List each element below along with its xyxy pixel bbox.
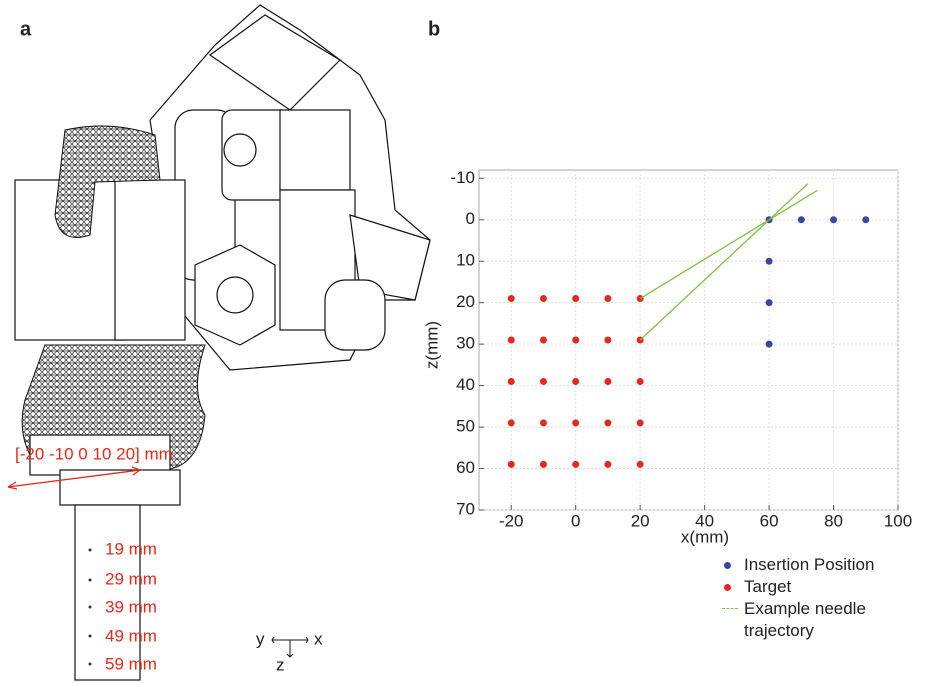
axis-z-label: z: [276, 655, 285, 674]
data-point: [862, 216, 870, 224]
legend-swatch: [724, 562, 731, 569]
data-point: [539, 295, 547, 303]
data-point: [539, 419, 547, 427]
x-tick-label: -20: [499, 511, 524, 530]
legend-swatch: [722, 608, 738, 609]
data-point: [604, 336, 612, 344]
legend: Insertion Position Target Example needle t…: [722, 554, 922, 642]
trajectory-line: [639, 183, 818, 341]
y-tick-label: 50: [456, 417, 475, 436]
data-point: [604, 377, 612, 385]
offset-label: [-20 -10 0 10 20] mm: [15, 444, 173, 463]
axis-y-label: y: [256, 629, 265, 648]
data-point: [572, 460, 580, 468]
data-point: [636, 419, 644, 427]
panel-label: b: [428, 18, 440, 40]
data-point: [636, 460, 644, 468]
data-point: [572, 377, 580, 385]
data-point: [797, 216, 805, 224]
y-tick-label: 40: [456, 375, 475, 394]
legend-item: Example needle trajectory: [722, 598, 914, 642]
y-tick-label: 0: [466, 209, 475, 228]
y-axis-title: z(mm): [422, 321, 441, 369]
legend-item: Target: [722, 576, 914, 598]
data-point: [572, 419, 580, 427]
x-tick-label: 20: [631, 511, 650, 530]
legend-swatch: [724, 584, 731, 591]
y-tick-label: -10: [450, 168, 475, 187]
depth-label: 59 mm: [105, 654, 157, 673]
x-tick-label: 100: [884, 511, 912, 530]
y-tick-label: 20: [456, 292, 475, 311]
data-point: [507, 295, 515, 303]
depth-label: 49 mm: [105, 626, 157, 645]
y-tick-label: 10: [456, 251, 475, 270]
panel-label: a: [20, 18, 32, 40]
data-point: [507, 336, 515, 344]
data-point: [604, 460, 612, 468]
x-tick-label: 80: [824, 511, 843, 530]
data-point: [765, 340, 773, 348]
data-point: [507, 460, 515, 468]
data-point: [539, 377, 547, 385]
x-tick-label: 60: [760, 511, 779, 530]
x-axis-title: x(mm): [681, 527, 729, 546]
data-point: [765, 299, 773, 307]
data-point: [572, 295, 580, 303]
data-point: [604, 295, 612, 303]
legend-label: Insertion Position: [744, 555, 875, 574]
depth-label: 39 mm: [105, 597, 157, 616]
data-point: [765, 257, 773, 265]
y-tick-label: 60: [456, 458, 475, 477]
legend-label: Target: [744, 577, 792, 596]
data-point: [572, 336, 580, 344]
legend-label: Example needle trajectory: [744, 599, 866, 640]
robot-drawing: [7, 4, 431, 681]
depth-label: 19 mm: [105, 539, 157, 558]
y-tick-label: 70: [456, 499, 475, 518]
axis-x-label: x: [314, 629, 323, 648]
depth-label: 29 mm: [105, 569, 157, 588]
data-point: [830, 216, 838, 224]
x-tick-label: 40: [695, 511, 714, 530]
data-point: [636, 377, 644, 385]
data-point: [604, 419, 612, 427]
data-point: [507, 419, 515, 427]
x-tick-label: 0: [571, 511, 580, 530]
legend-item: Insertion Position: [722, 554, 914, 576]
data-point: [539, 460, 547, 468]
data-point: [507, 377, 515, 385]
data-point: [539, 336, 547, 344]
y-tick-label: 30: [456, 334, 475, 353]
